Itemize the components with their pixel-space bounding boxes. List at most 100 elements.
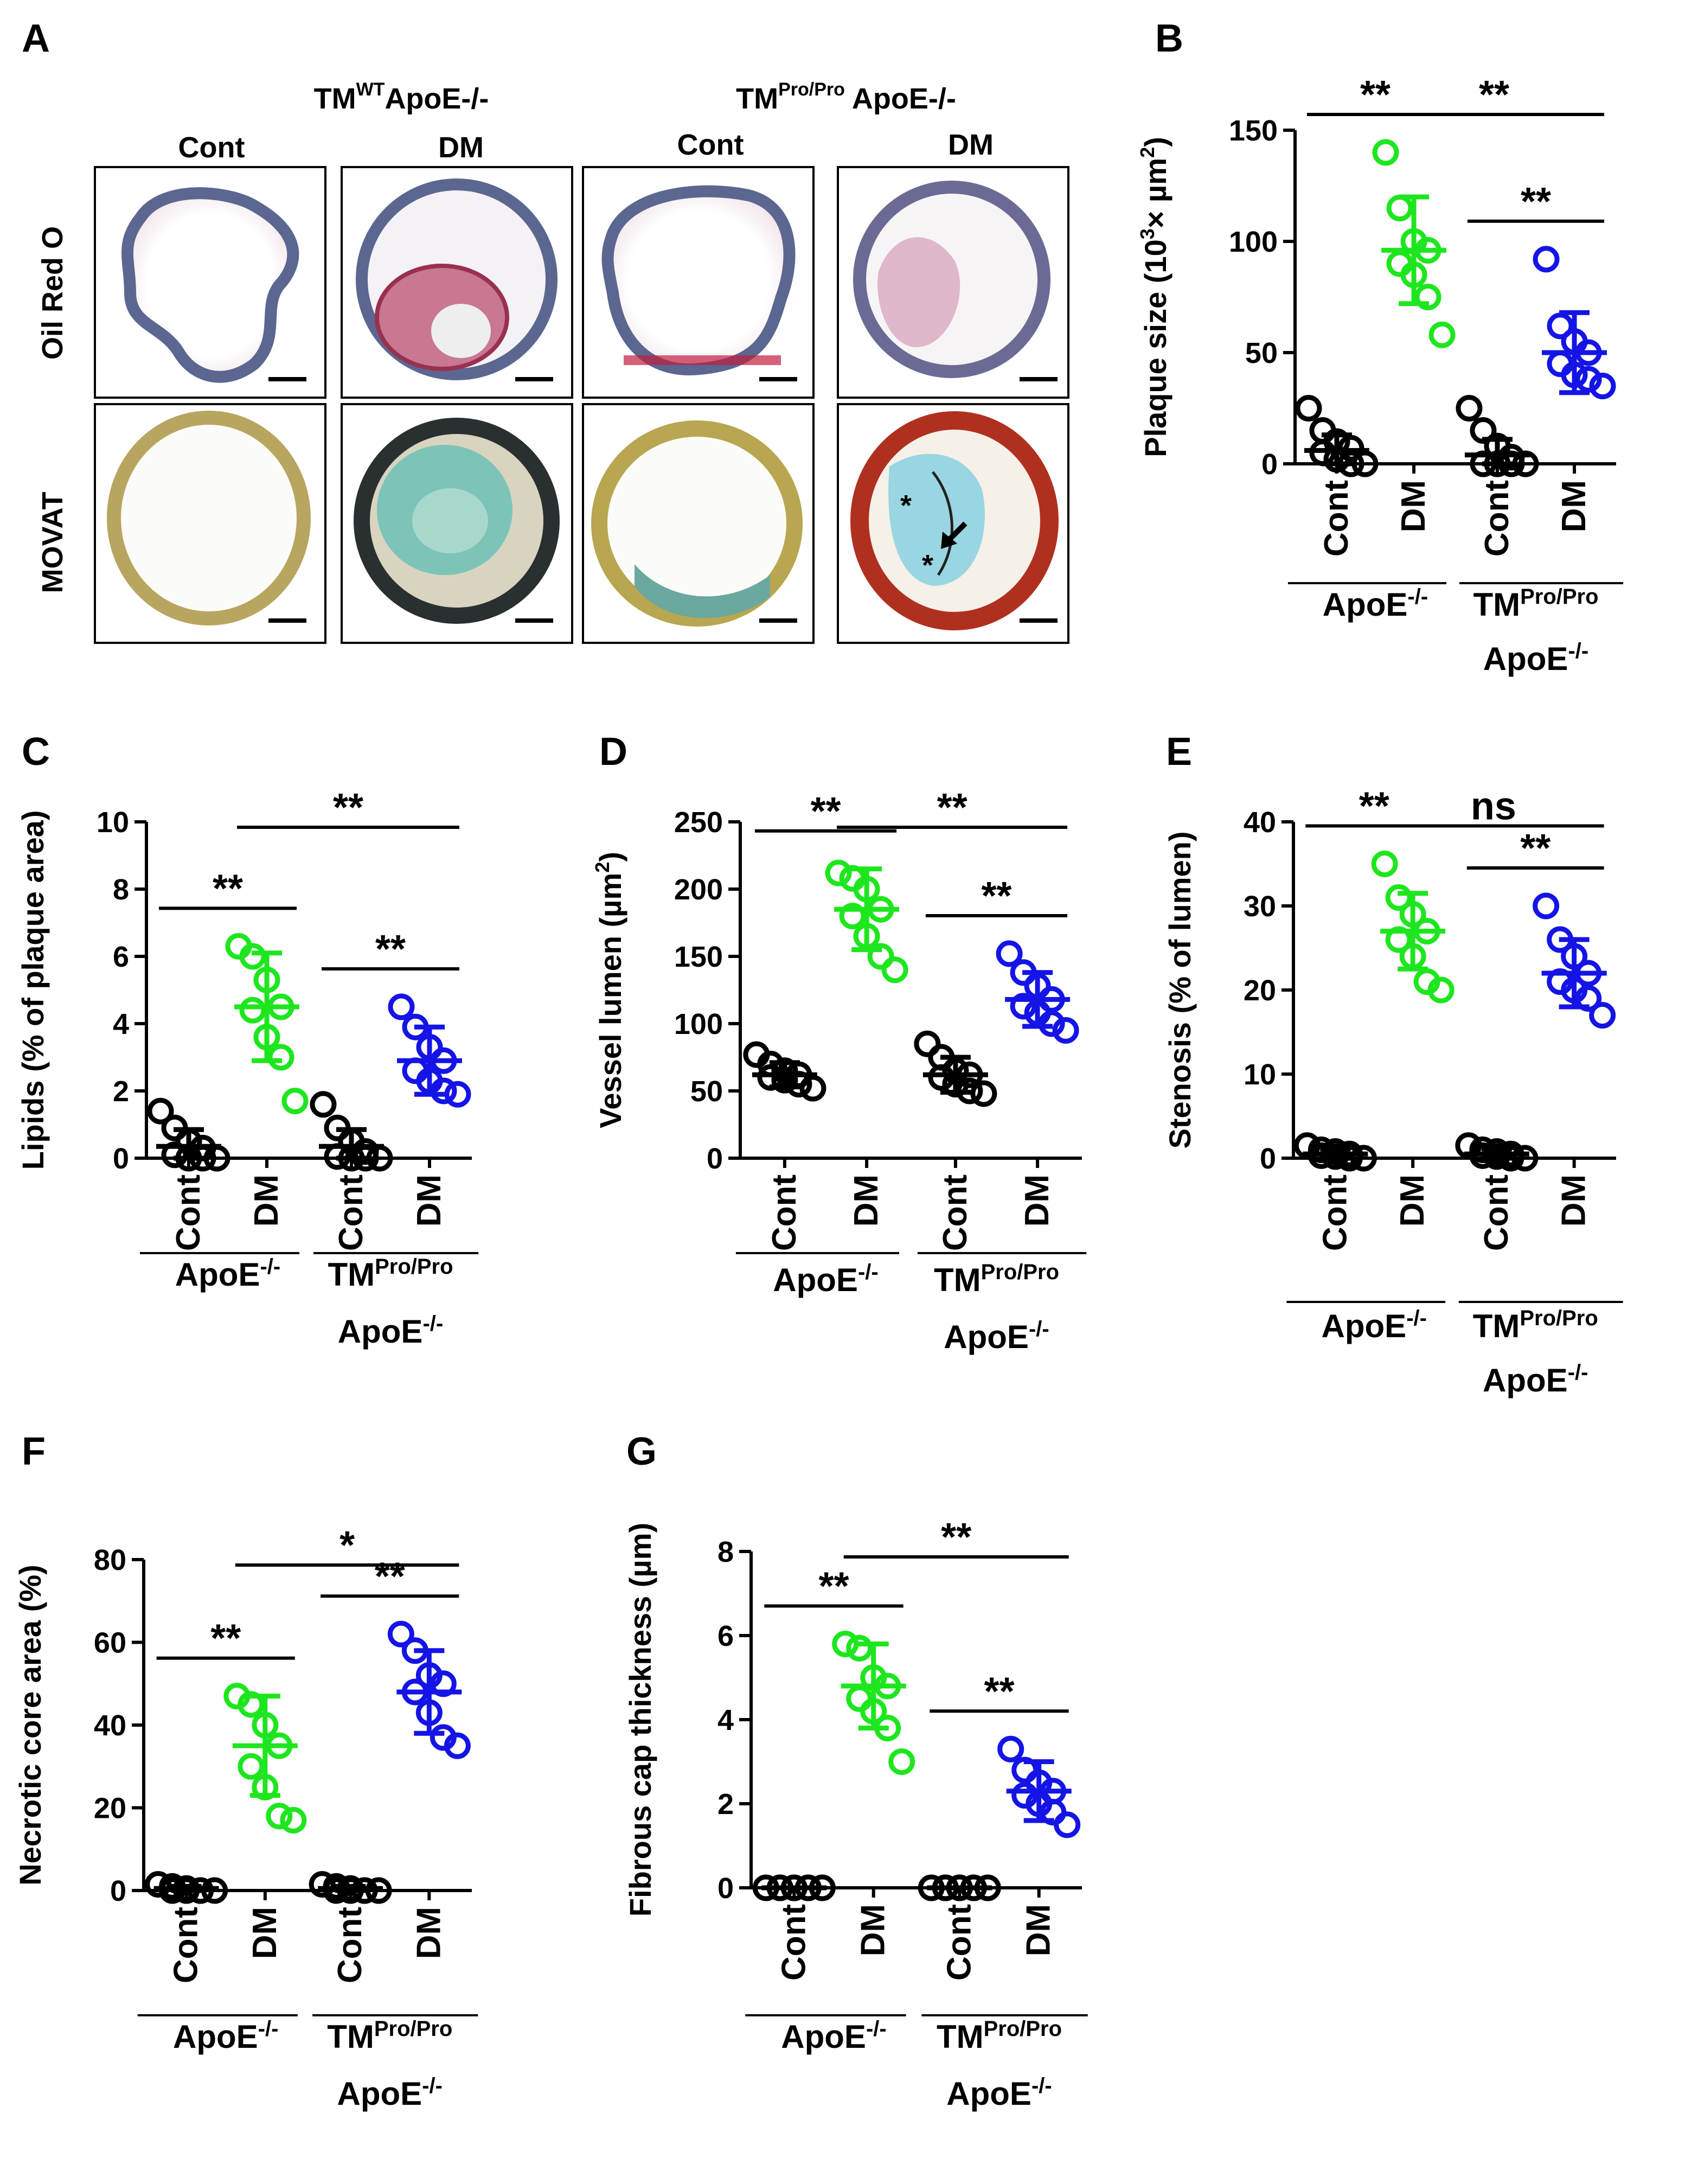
category-label: Cont <box>168 1907 205 1983</box>
group-label-tm: TMPro/Pro <box>327 2017 452 2055</box>
y-tick-label: 2 <box>717 1788 734 1821</box>
data-point <box>266 1803 293 1830</box>
data-point <box>846 1685 873 1712</box>
y-tick-label: 0 <box>113 1142 129 1175</box>
significance-label: ** <box>981 874 1011 918</box>
y-tick-label: 150 <box>1229 114 1278 147</box>
column-label: DM <box>438 131 484 164</box>
panel-d-vessel-lumen: D 0 50 100 150 200 250 Vessel lumen (µm2) Cont DM… <box>591 730 1087 1355</box>
data-point <box>970 1080 997 1107</box>
data-point <box>1351 450 1379 477</box>
category-label: DM <box>1394 1174 1431 1227</box>
data-point <box>1010 993 1037 1020</box>
group-label-apoe-second: ApoE-/- <box>944 1317 1049 1355</box>
significance-label: ** <box>810 790 841 833</box>
y-tick-label: 8 <box>113 873 129 906</box>
y-tick-label: 30 <box>1244 890 1276 923</box>
significance-label: ** <box>984 1670 1014 1713</box>
data-point <box>1386 195 1413 221</box>
column-label: Cont <box>178 131 245 164</box>
micrograph-movat-cont <box>94 403 326 644</box>
micrograph-movat-tm-cont <box>582 403 815 644</box>
column-label: DM <box>948 129 994 161</box>
category-label: Cont <box>170 1174 207 1251</box>
y-tick-label: 4 <box>113 1008 129 1040</box>
category-label: DM <box>1555 480 1593 532</box>
y-tick-label: 0 <box>707 1142 723 1175</box>
category-label: Cont <box>1478 480 1516 557</box>
significance-label: * <box>339 1524 355 1567</box>
y-tick-label: 6 <box>717 1620 734 1652</box>
arrow-head-icon <box>941 532 957 549</box>
data-point <box>145 1871 172 1898</box>
data-point <box>1427 976 1454 1004</box>
y-axis-title: Vessel lumen (µm2) <box>591 852 627 1128</box>
data-point <box>1589 373 1616 399</box>
y-tick-label: 4 <box>717 1704 734 1736</box>
category-label: DM <box>855 1904 892 1956</box>
data-point <box>888 1748 915 1775</box>
category-label: DM <box>1020 1904 1058 1956</box>
data-point <box>281 1088 309 1115</box>
data-point <box>825 859 852 886</box>
data-point <box>1575 366 1602 393</box>
data-point <box>1038 1010 1065 1037</box>
panel-b-plaque-size: B 0 50 100 150 Plaque size (103× µm2) Cont DM Co… <box>1136 17 1624 677</box>
y-tick-label: 0 <box>1260 1142 1276 1175</box>
y-tick-label: 80 <box>94 1544 126 1576</box>
group-label-apoe-second: ApoE-/- <box>1483 639 1588 677</box>
row-label-oil-red-o: Oil Red O <box>36 226 69 360</box>
data-point <box>1371 851 1398 877</box>
panel-letter-a: A <box>22 17 50 60</box>
significance-label: ** <box>333 786 363 829</box>
data-point <box>387 1620 414 1647</box>
data-point <box>309 1871 336 1898</box>
y-tick-label: 100 <box>1229 226 1278 258</box>
group-label-tm: TMPro/Pro <box>328 1255 453 1293</box>
panel-letter: G <box>626 1430 657 1473</box>
y-tick-label: 10 <box>1244 1058 1276 1091</box>
y-tick-label: 0 <box>717 1872 734 1905</box>
data-point <box>280 1806 307 1834</box>
y-tick-label: 200 <box>674 873 723 906</box>
data-point <box>1052 1017 1079 1044</box>
data-point <box>1547 312 1574 340</box>
category-label: DM <box>848 1174 885 1227</box>
data-point <box>928 1064 955 1091</box>
significance-label: ** <box>1520 827 1550 870</box>
y-tick-label: 40 <box>94 1709 126 1742</box>
y-tick-label: 50 <box>690 1075 723 1108</box>
data-point <box>839 903 866 930</box>
y-tick-label: 2 <box>113 1075 129 1108</box>
group-label-apoe: ApoE-/- <box>773 1260 878 1298</box>
data-point <box>1428 321 1456 348</box>
panel-e-stenosis: E 0 10 20 30 40 Stenosis (% of lumen) Cont DM Con… <box>1163 730 1623 1398</box>
data-point <box>1350 1145 1377 1172</box>
group-label-tm: TMPro/Pro <box>1473 1306 1598 1344</box>
panel-letter: D <box>599 730 627 774</box>
significance-label: ** <box>1479 73 1509 117</box>
significance-label: ** <box>1360 73 1391 117</box>
group-label-apoe: ApoE-/- <box>173 2017 278 2055</box>
micrograph-movat-tm-dm: * * <box>837 403 1069 644</box>
y-tick-label: 6 <box>113 941 129 973</box>
y-tick-label: 50 <box>1245 337 1278 369</box>
significance-label: ** <box>210 1617 241 1661</box>
asterisk-marker: * <box>922 549 933 582</box>
group-label-apoe-second: ApoE-/- <box>1483 1361 1588 1398</box>
group-label-tm: TMPro/Pro <box>934 1260 1059 1298</box>
panel-f-necrotic-core: F 0 20 40 60 80 Necrotic core area (%) Cont DM Co… <box>13 1430 478 2112</box>
data-point <box>997 1735 1024 1762</box>
data-point <box>1533 892 1560 919</box>
data-point <box>239 997 266 1024</box>
micrograph-oil-red-o-dm <box>341 166 573 399</box>
panel-g-fibrous-cap: G 0 2 4 6 8 Fibrous cap thickness (µm) Cont DM Co… <box>623 1430 1088 2112</box>
data-point <box>1414 284 1441 310</box>
category-label: Cont <box>775 1904 812 1981</box>
group-label-apoe: ApoE-/- <box>781 2017 886 2055</box>
significance-label: ** <box>1521 180 1551 223</box>
data-point <box>388 993 415 1020</box>
significance-label: ** <box>941 1516 971 1559</box>
y-tick-label: 250 <box>674 806 723 839</box>
